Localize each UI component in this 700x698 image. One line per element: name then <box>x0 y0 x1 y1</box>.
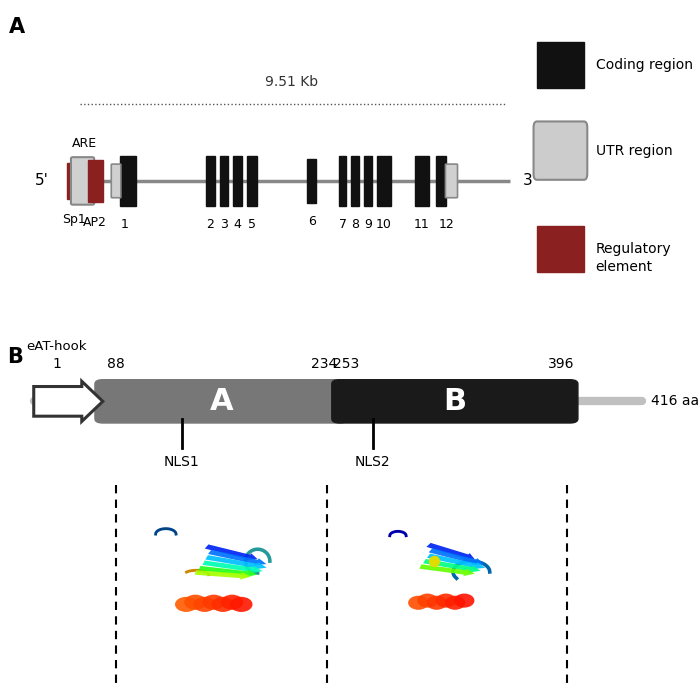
Text: Regulatory
element: Regulatory element <box>596 242 671 274</box>
Ellipse shape <box>184 595 206 610</box>
Ellipse shape <box>193 597 216 612</box>
Text: NLS1: NLS1 <box>164 455 200 469</box>
Text: 9.51 Kb: 9.51 Kb <box>265 75 318 89</box>
Text: 2: 2 <box>206 218 214 231</box>
Bar <box>377 156 391 206</box>
Text: 8: 8 <box>351 218 359 231</box>
Text: NLS2: NLS2 <box>355 455 391 469</box>
FancyArrow shape <box>195 570 251 579</box>
FancyArrow shape <box>419 564 475 576</box>
Text: 396: 396 <box>548 357 575 371</box>
Text: AP2: AP2 <box>83 216 107 229</box>
FancyArrow shape <box>423 559 481 572</box>
Text: 7: 7 <box>339 218 346 231</box>
FancyBboxPatch shape <box>111 164 121 198</box>
Ellipse shape <box>211 597 235 612</box>
Text: 9: 9 <box>364 218 372 231</box>
Text: A: A <box>209 387 233 416</box>
Text: B: B <box>443 387 466 416</box>
FancyArrow shape <box>202 560 262 573</box>
Text: 3: 3 <box>220 218 228 231</box>
Text: 4: 4 <box>234 218 241 231</box>
FancyBboxPatch shape <box>332 380 578 423</box>
Text: Sp1: Sp1 <box>62 213 86 226</box>
FancyArrow shape <box>34 381 103 422</box>
Text: 1: 1 <box>52 357 61 371</box>
Bar <box>247 156 258 206</box>
Bar <box>120 156 136 206</box>
Text: UTR region: UTR region <box>596 144 672 158</box>
Text: B: B <box>8 348 23 367</box>
Bar <box>88 160 103 202</box>
FancyArrow shape <box>205 544 258 560</box>
FancyArrow shape <box>205 555 267 570</box>
FancyBboxPatch shape <box>445 164 458 198</box>
Text: 234: 234 <box>312 357 337 371</box>
Text: A: A <box>9 17 25 37</box>
Text: 11: 11 <box>414 218 430 231</box>
Bar <box>307 159 316 203</box>
Text: 6: 6 <box>308 215 316 228</box>
Text: ARE: ARE <box>72 138 97 151</box>
Text: 5: 5 <box>248 218 256 231</box>
Ellipse shape <box>221 595 244 610</box>
FancyBboxPatch shape <box>95 380 348 423</box>
Ellipse shape <box>435 593 456 608</box>
Ellipse shape <box>454 593 475 608</box>
Bar <box>436 156 447 206</box>
Text: 3': 3' <box>523 173 537 188</box>
Text: eAT-hook: eAT-hook <box>27 340 87 353</box>
FancyArrow shape <box>426 543 475 560</box>
Ellipse shape <box>426 595 447 610</box>
Bar <box>414 156 429 206</box>
Bar <box>339 156 346 206</box>
Text: 253: 253 <box>333 357 359 371</box>
Text: 416 aa: 416 aa <box>651 394 699 408</box>
FancyArrow shape <box>427 554 485 569</box>
Bar <box>67 163 81 199</box>
Bar <box>220 156 228 206</box>
Ellipse shape <box>175 597 197 612</box>
Bar <box>537 42 584 88</box>
Ellipse shape <box>202 595 225 610</box>
FancyArrow shape <box>208 550 267 565</box>
Ellipse shape <box>417 593 438 608</box>
FancyBboxPatch shape <box>533 121 587 180</box>
Text: 88: 88 <box>107 357 125 371</box>
Ellipse shape <box>408 595 428 610</box>
Bar <box>364 156 372 206</box>
Text: Coding region: Coding region <box>596 58 693 72</box>
Text: 10: 10 <box>376 218 392 231</box>
Bar <box>206 156 215 206</box>
Bar <box>351 156 359 206</box>
Ellipse shape <box>230 597 253 612</box>
Text: 12: 12 <box>439 218 454 231</box>
Bar <box>537 226 584 272</box>
Text: 1: 1 <box>120 218 128 231</box>
Text: 5': 5' <box>35 173 49 188</box>
FancyBboxPatch shape <box>71 157 94 205</box>
Ellipse shape <box>445 595 466 610</box>
FancyArrow shape <box>199 566 258 577</box>
FancyArrow shape <box>428 548 484 565</box>
Bar <box>233 156 242 206</box>
